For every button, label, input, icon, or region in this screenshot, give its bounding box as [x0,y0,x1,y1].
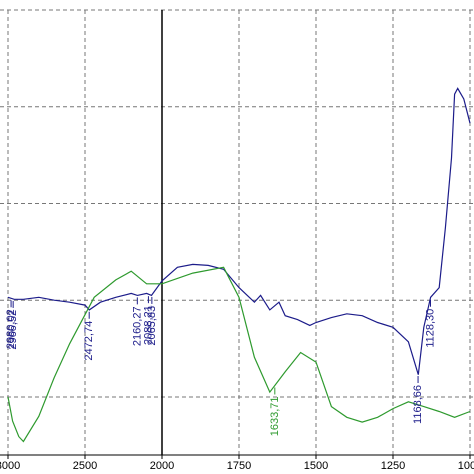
peak-label: 2472,74 [83,321,95,361]
peak-label: 2966,52 [7,310,19,350]
peak-label: 2088,21 [142,305,154,345]
peak-label: 2980,02 [5,309,17,349]
peak-label: 2160,27 [131,306,143,346]
x-tick-label: 2500 [73,460,97,472]
x-tick-label: 1500 [304,460,328,472]
spectrum-line [7,87,471,375]
x-tick-label: 1750 [227,460,251,472]
peak-label: 1168,66 [412,385,424,424]
x-tick-label: 1250 [381,460,405,472]
peak-label: 2065,83 [146,306,158,346]
spectrum-line [7,266,471,443]
peak-label: 1128,30 [425,309,437,348]
x-tick-label: 2000 [150,460,174,472]
x-tick-label: 1000 [458,460,474,472]
peak-label: 1633,71 [269,397,281,437]
x-tick-label: 3000 [0,460,20,472]
